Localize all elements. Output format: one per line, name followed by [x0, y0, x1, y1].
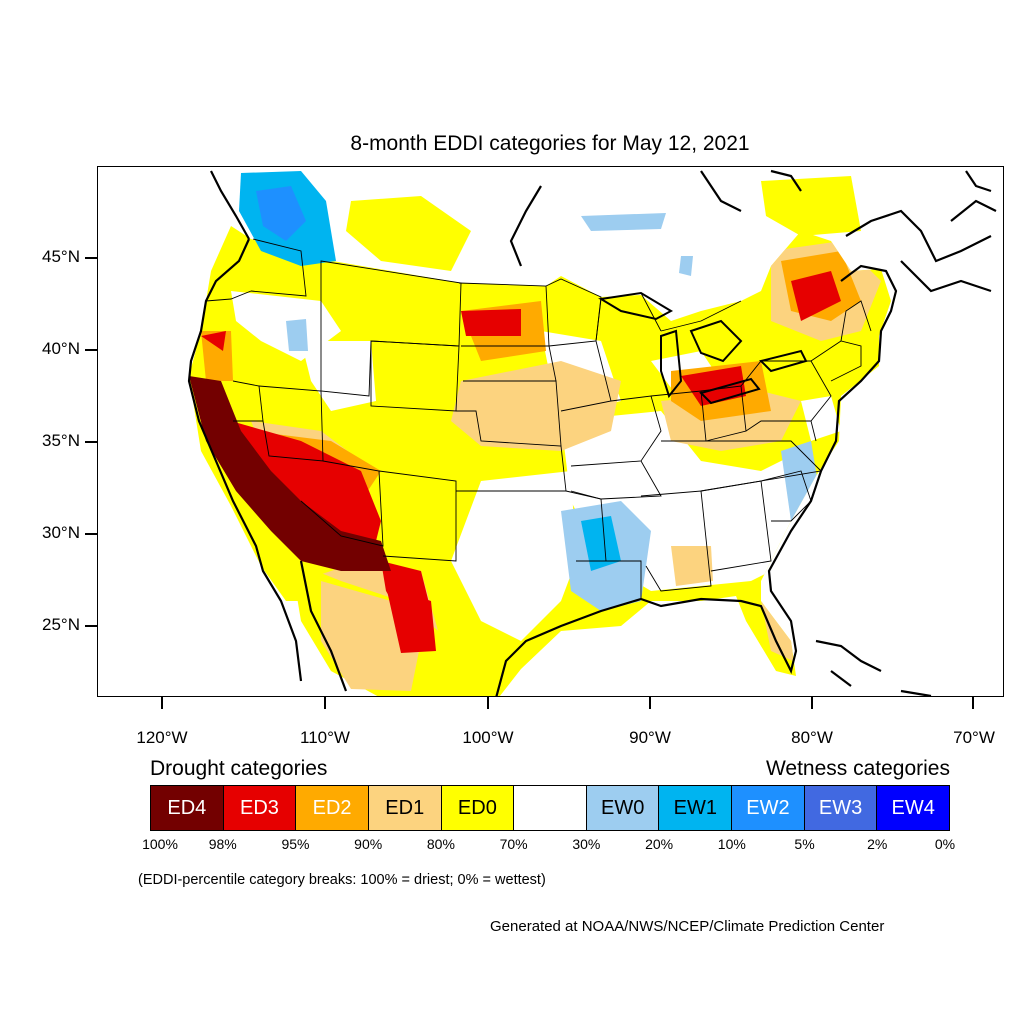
lon-tick-90 [649, 697, 651, 709]
lon-label-110: 110°W [300, 728, 350, 747]
drought-heading: Drought categories [150, 757, 328, 780]
lon-label-70: 70°W [953, 728, 995, 747]
legend-box-ed4: ED4 [151, 786, 224, 830]
state-borders [205, 238, 872, 599]
lon-tick-70 [972, 697, 974, 709]
lat-tick-25 [85, 625, 97, 627]
lat-tick-40 [85, 349, 97, 351]
legend-box-ed3: ED3 [223, 786, 297, 830]
percentile-label: 100% [142, 836, 178, 852]
lat-label-25: 25°N [42, 615, 80, 634]
lon-tick-100 [487, 697, 489, 709]
percentile-label: 70% [499, 836, 528, 852]
lat-label-35: 35°N [42, 431, 80, 450]
legend-box-ed2: ED2 [296, 786, 369, 830]
map-title: 8-month EDDI categories for May 12, 2021 [350, 132, 750, 155]
legend-box-ew1: EW1 [659, 786, 733, 830]
map-canvas [187, 169, 997, 696]
lon-label-80: 80°W [791, 728, 833, 747]
lon-tick-120 [161, 697, 163, 709]
percentile-label: 10% [717, 836, 746, 852]
eddi-category-fill [189, 226, 891, 696]
legend-box-ed0: ED0 [441, 786, 515, 830]
percentile-label: 0% [934, 836, 956, 852]
canada-dry-patch [346, 196, 471, 271]
coastline [187, 169, 997, 696]
legend-box-ed1: ED1 [368, 786, 442, 830]
lon-tick-110 [324, 697, 326, 709]
small-wet-patch [679, 256, 693, 276]
percentile-label: 80% [426, 836, 455, 852]
lat-tick-35 [85, 441, 97, 443]
percentile-label: 20% [645, 836, 674, 852]
category-note: (EDDI-percentile category breaks: 100% =… [138, 872, 546, 888]
lon-label-90: 90°W [629, 728, 671, 747]
credit-line: Generated at NOAA/NWS/NCEP/Climate Predi… [490, 918, 885, 935]
eddi-map [97, 166, 1004, 697]
percentile-label: 90% [354, 836, 383, 852]
lon-label-100: 100°W [462, 728, 514, 747]
lat-label-40: 40°N [42, 339, 80, 358]
lat-tick-45 [85, 257, 97, 259]
percentile-label: 30% [572, 836, 601, 852]
canada-wet-core [256, 186, 306, 241]
legend-box-ew2: EW2 [732, 786, 805, 830]
quebec-dry-patch [761, 176, 861, 236]
percentile-label: 2% [867, 836, 888, 852]
legend-box-near-normal [514, 786, 587, 830]
ontario-wet-patch [581, 213, 666, 231]
mexico-ed3-patch [386, 586, 436, 653]
percentile-label: 95% [281, 836, 310, 852]
percentile-label: 98% [208, 836, 237, 852]
legend-box-ew4: EW4 [877, 786, 950, 830]
lon-label-120: 120°W [136, 728, 188, 747]
legend-box-ew0: EW0 [586, 786, 660, 830]
lon-tick-80 [811, 697, 813, 709]
wetness-heading: Wetness categories [765, 757, 950, 780]
lat-tick-30 [85, 533, 97, 535]
percentile-label: 5% [794, 836, 815, 852]
legend-colorbar: ED4 ED3 ED2 ED1 ED0 EW0 EW1 EW2 EW3 EW4 [150, 785, 950, 831]
lat-label-45: 45°N [42, 247, 80, 266]
legend-box-ew3: EW3 [804, 786, 878, 830]
lat-label-30: 30°N [42, 523, 80, 542]
